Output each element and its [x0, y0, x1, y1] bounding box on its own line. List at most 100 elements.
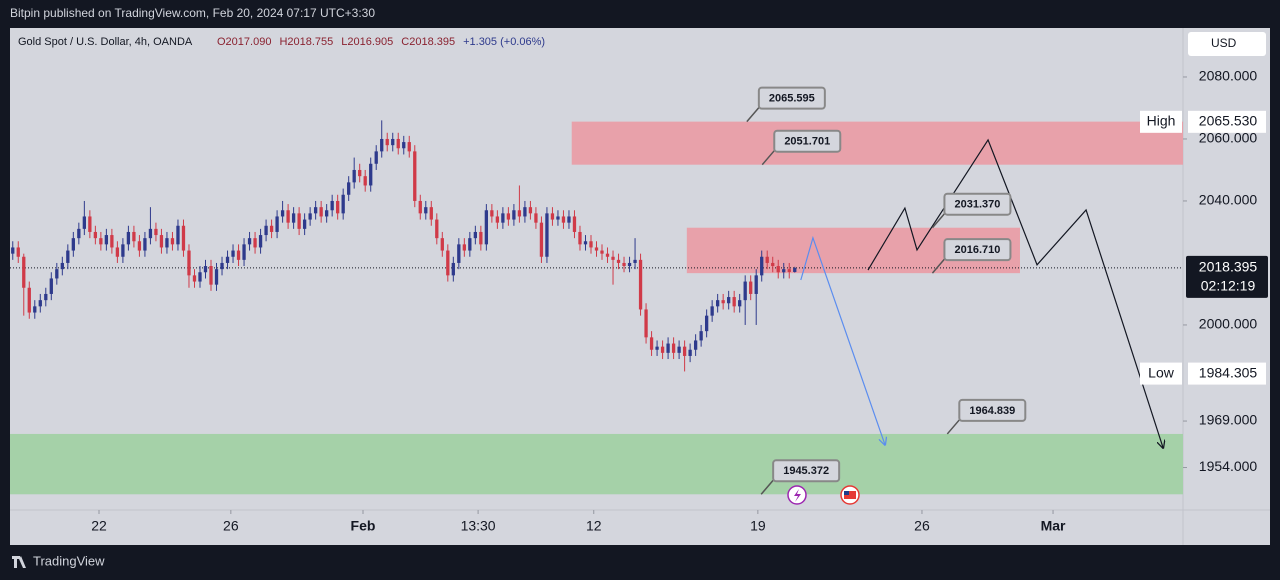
candle-body: [38, 300, 42, 307]
candle-body: [369, 163, 373, 186]
legend-value: H2018.755: [279, 36, 333, 48]
projection-path: [800, 235, 885, 445]
x-tick-label: 26: [223, 518, 239, 534]
callout-label: 2051.701: [784, 136, 830, 148]
marker-name: High: [1147, 113, 1176, 129]
candle-body: [347, 182, 351, 195]
callout-label: 2016.710: [954, 244, 1000, 256]
y-tick-label: 2000.000: [1199, 316, 1258, 332]
last-price-label: 2018.395: [1199, 259, 1258, 275]
candle-body: [236, 250, 241, 260]
candle-body: [567, 216, 571, 223]
candle-body: [209, 266, 213, 285]
candle-body: [374, 151, 378, 164]
candle-body: [578, 231, 582, 245]
marker-value-box: [1188, 110, 1266, 133]
callout-box: [958, 398, 1027, 422]
candle-body: [446, 250, 450, 276]
candle-body: [605, 253, 610, 257]
candle-body: [225, 256, 230, 263]
x-tick-label: 13:30: [461, 518, 496, 534]
callout-box: [773, 129, 842, 153]
legend-value: L2016.905: [341, 36, 393, 48]
candle-body: [220, 262, 224, 270]
candle-body: [699, 331, 703, 341]
y-tick-label: 2060.000: [1199, 130, 1258, 146]
marker-value: 2065.530: [1199, 113, 1258, 129]
candle-body: [682, 346, 687, 356]
candle-body: [313, 207, 318, 214]
candle-body: [407, 142, 411, 152]
candle-body: [11, 247, 15, 254]
candle-body: [363, 176, 367, 186]
candle-body: [336, 200, 340, 214]
candle-body: [528, 207, 533, 214]
candle-body: [704, 315, 709, 332]
candle-body: [302, 219, 307, 229]
candle-body: [93, 231, 98, 239]
tv-logo: [12, 556, 26, 568]
callout-pointer: [760, 479, 774, 495]
candle-body: [291, 213, 296, 223]
zone: [571, 121, 1183, 165]
callout-pointer: [946, 419, 960, 435]
candle-body: [644, 309, 648, 338]
x-tick-label: Mar: [1041, 518, 1066, 534]
candle-body: [396, 138, 400, 149]
candle-body: [269, 225, 274, 232]
marker-name-box: [1140, 362, 1182, 385]
candle-body: [402, 142, 406, 149]
candle-body: [440, 238, 444, 251]
candle-body: [341, 194, 345, 214]
candle-body: [771, 262, 775, 267]
candle-body: [203, 266, 208, 273]
candle-body: [655, 346, 659, 350]
candle-body: [506, 213, 511, 220]
candle-body: [429, 207, 433, 220]
candle-body: [154, 228, 158, 236]
candle-body: [88, 216, 92, 232]
overlay: 2065.595 2051.701 2031.370 2016.710 1964.839…: [91, 68, 1268, 534]
candle-body: [721, 300, 725, 304]
candle-body: [490, 210, 494, 217]
candle-body: [468, 238, 472, 251]
candle-body: [594, 247, 599, 251]
y-tick-label: 1969.000: [1199, 412, 1258, 428]
candle-body: [765, 256, 769, 263]
legend-value: +1.305 (+0.06%): [463, 36, 545, 48]
candle-body: [33, 306, 37, 313]
candle-body: [418, 200, 422, 214]
callout-box: [772, 459, 841, 483]
flag: [844, 491, 856, 499]
candle-body: [583, 241, 588, 245]
candle-body: [727, 297, 731, 304]
candle-body: [115, 247, 120, 257]
candle-body: [572, 216, 577, 232]
candle-body: [380, 138, 384, 152]
callout-label: 1964.839: [969, 405, 1015, 417]
candle-body: [561, 216, 566, 223]
candle-body: [501, 213, 505, 223]
marker-name-box: [1140, 110, 1182, 133]
candle-body: [137, 241, 142, 251]
candle-body: [517, 210, 522, 217]
candle-body: [264, 225, 268, 236]
candle-body: [512, 210, 516, 220]
candle-body: [660, 346, 665, 353]
candle-body: [677, 346, 681, 353]
candle-body: [600, 250, 604, 254]
candle-body: [187, 250, 191, 276]
marker-name: Low: [1148, 364, 1175, 380]
candle-body: [176, 225, 180, 245]
publish-info: Bitpin published on TradingView.com, Feb…: [10, 6, 375, 20]
candle-body: [319, 207, 323, 217]
candle-body: [484, 210, 489, 245]
candle-body: [192, 275, 197, 282]
candle-body: [104, 235, 109, 245]
callout-box: [757, 86, 826, 110]
candle-body: [71, 238, 75, 251]
candle-body: [121, 244, 125, 257]
candle-body: [622, 262, 626, 267]
candle-body: [49, 278, 53, 294]
